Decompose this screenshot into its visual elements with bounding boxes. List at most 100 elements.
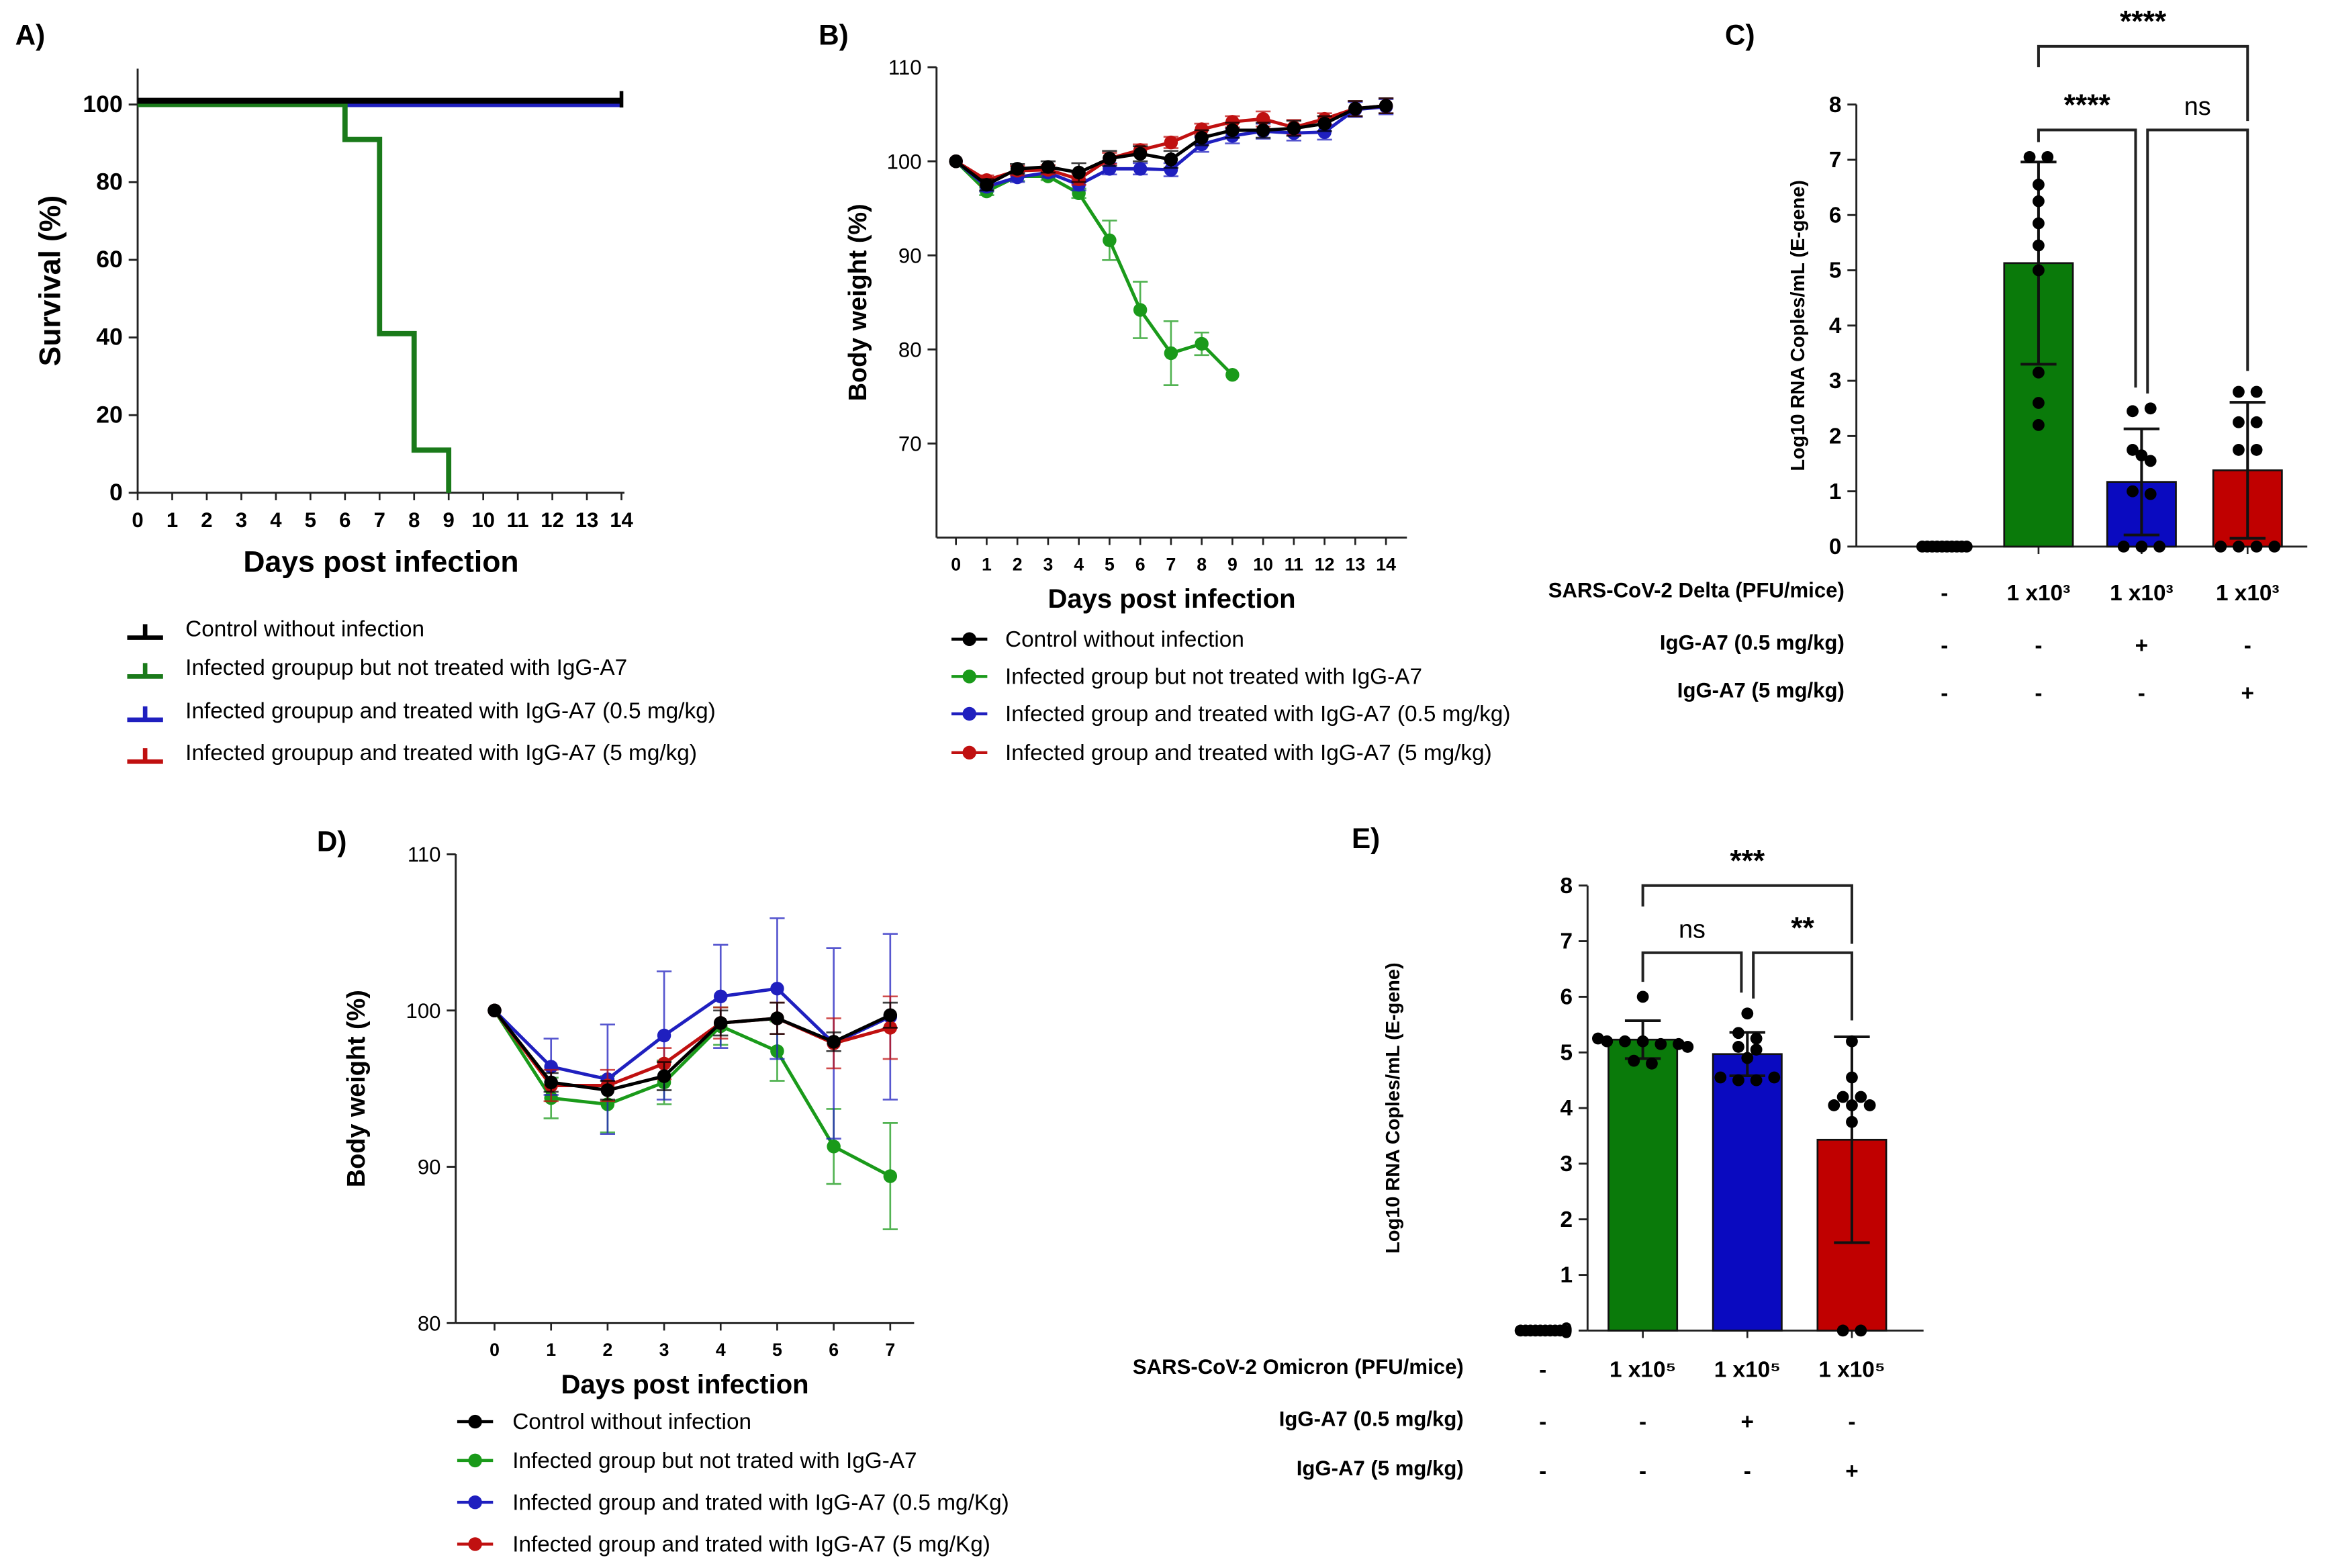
- legend-marker: [962, 745, 976, 760]
- x-tick-label: 7: [1166, 554, 1176, 574]
- data-point: [1750, 1032, 1763, 1045]
- data-point: [949, 154, 963, 169]
- data-point: [1828, 1099, 1840, 1111]
- panel-label: E): [1352, 823, 1380, 854]
- x-tick-label: 0: [951, 554, 961, 574]
- data-point: [1041, 160, 1056, 174]
- x-tick-label: 11: [1285, 554, 1303, 574]
- condition-value: +: [2241, 681, 2254, 706]
- series-line: [954, 160, 1234, 376]
- error-bar: [2123, 427, 2160, 537]
- x-tick-label: 9: [1227, 554, 1238, 574]
- data-point: [2144, 455, 2157, 467]
- data-point: [2033, 264, 2045, 277]
- survival-line: [138, 101, 452, 493]
- x-tick-label: 2: [1013, 554, 1023, 574]
- condition-value: 1 x10⁵: [1818, 1357, 1885, 1382]
- data-point: [1750, 1074, 1763, 1087]
- data-point: [1741, 1052, 1754, 1064]
- condition-label: SARS-CoV-2 Delta (PFU/mice): [1548, 579, 1845, 602]
- panel-label: C): [1725, 19, 1755, 51]
- x-tick-label: 7: [885, 1340, 895, 1360]
- data-point: [1960, 541, 1973, 553]
- data-point: [1846, 1035, 1858, 1048]
- x-tick-label: 2: [602, 1340, 612, 1360]
- bar-group-1: [1592, 990, 1694, 1338]
- series-0: [949, 97, 1394, 192]
- condition-value: -: [1941, 681, 1948, 706]
- data-point: [2033, 419, 2045, 431]
- significance-label: ***: [1730, 844, 1765, 877]
- data-point: [1133, 146, 1148, 161]
- legend-item: Infected groupup but not treated with Ig…: [127, 655, 627, 680]
- legend-marker: [962, 670, 976, 684]
- x-tick-label: 6: [1135, 554, 1146, 574]
- data-point: [2033, 397, 2045, 409]
- x-tick-label: 11: [507, 508, 529, 532]
- y-tick-label: 80: [898, 338, 922, 361]
- legend-item: Infected group and trated with IgG-A7 (0…: [457, 1490, 1009, 1515]
- data-point: [1741, 1007, 1754, 1020]
- y-tick-label: 90: [898, 244, 922, 267]
- data-point: [1317, 116, 1332, 131]
- data-point: [1863, 1099, 1876, 1111]
- data-point: [1379, 99, 1393, 113]
- data-point: [2233, 541, 2245, 553]
- y-tick-label: 6: [1829, 203, 1842, 228]
- series-line: [493, 1009, 891, 1092]
- y-tick-label: 4: [1829, 314, 1842, 338]
- significance-label: ****: [2064, 89, 2111, 122]
- data-point: [600, 1083, 615, 1097]
- bar-group-2: [1712, 1007, 1783, 1338]
- legend-label: Control without infection: [185, 616, 424, 641]
- data-point: [827, 1140, 841, 1154]
- x-tick-label: 13: [575, 508, 599, 532]
- x-tick-label: 10: [471, 508, 495, 532]
- y-tick-label: 3: [1829, 369, 1842, 394]
- data-point: [544, 1075, 558, 1090]
- data-point: [1164, 135, 1178, 150]
- data-point: [1732, 1041, 1744, 1053]
- y-tick-label: 2: [1560, 1207, 1573, 1232]
- y-tick-label: 80: [96, 168, 123, 195]
- data-point: [657, 1028, 671, 1043]
- x-tick-label: 5: [305, 508, 316, 532]
- panel-d-body-weight-omicron-chart: D) 80 90 100 110 0 1 2 3 4 5 6 7 Days post infection B…: [317, 826, 1009, 1557]
- x-tick-label: 0: [490, 1340, 500, 1360]
- y-tick-label: 0: [109, 479, 123, 506]
- condition-value: +: [2135, 633, 2148, 658]
- series-0: [487, 1001, 898, 1101]
- y-tick-label: 40: [96, 324, 123, 351]
- data-point: [2127, 405, 2139, 418]
- x-tick-label: 4: [1074, 554, 1084, 574]
- data-point: [1732, 1027, 1744, 1040]
- data-point: [1010, 162, 1025, 176]
- condition-label: IgG-A7 (5 mg/kg): [1677, 679, 1845, 702]
- series-1: [138, 101, 452, 493]
- data-point: [1836, 1091, 1849, 1103]
- x-tick-label: 4: [716, 1340, 726, 1360]
- data-point: [1846, 1099, 1858, 1111]
- legend-item: Control without infection: [951, 627, 1244, 652]
- condition-value: -: [1639, 1410, 1646, 1434]
- data-point: [1592, 1032, 1604, 1045]
- data-point: [770, 1011, 784, 1025]
- data-point: [1846, 1115, 1858, 1128]
- data-point: [1855, 1091, 1867, 1103]
- y-tick-label: 60: [96, 246, 123, 273]
- legend-label: Infected group and trated with IgG-A7 (0…: [512, 1490, 1009, 1515]
- y-tick-label: 20: [96, 401, 123, 428]
- x-tick-label: 1: [982, 554, 992, 574]
- condition-value: -: [2035, 681, 2042, 706]
- data-point: [2144, 402, 2157, 415]
- significance-bracket: [1641, 951, 1743, 993]
- condition-value: 1 x10³: [2110, 581, 2174, 606]
- legend-item: Infected group and treated with IgG-A7 (…: [951, 702, 1511, 727]
- data-point: [1103, 233, 1117, 248]
- condition-label: IgG-A7 (5 mg/kg): [1297, 1457, 1464, 1480]
- condition-value: +: [1741, 1410, 1754, 1434]
- significance-label: ns: [1679, 916, 1706, 944]
- condition-label: IgG-A7 (0.5 mg/kg): [1660, 631, 1845, 654]
- y-tick-label: 80: [418, 1311, 441, 1335]
